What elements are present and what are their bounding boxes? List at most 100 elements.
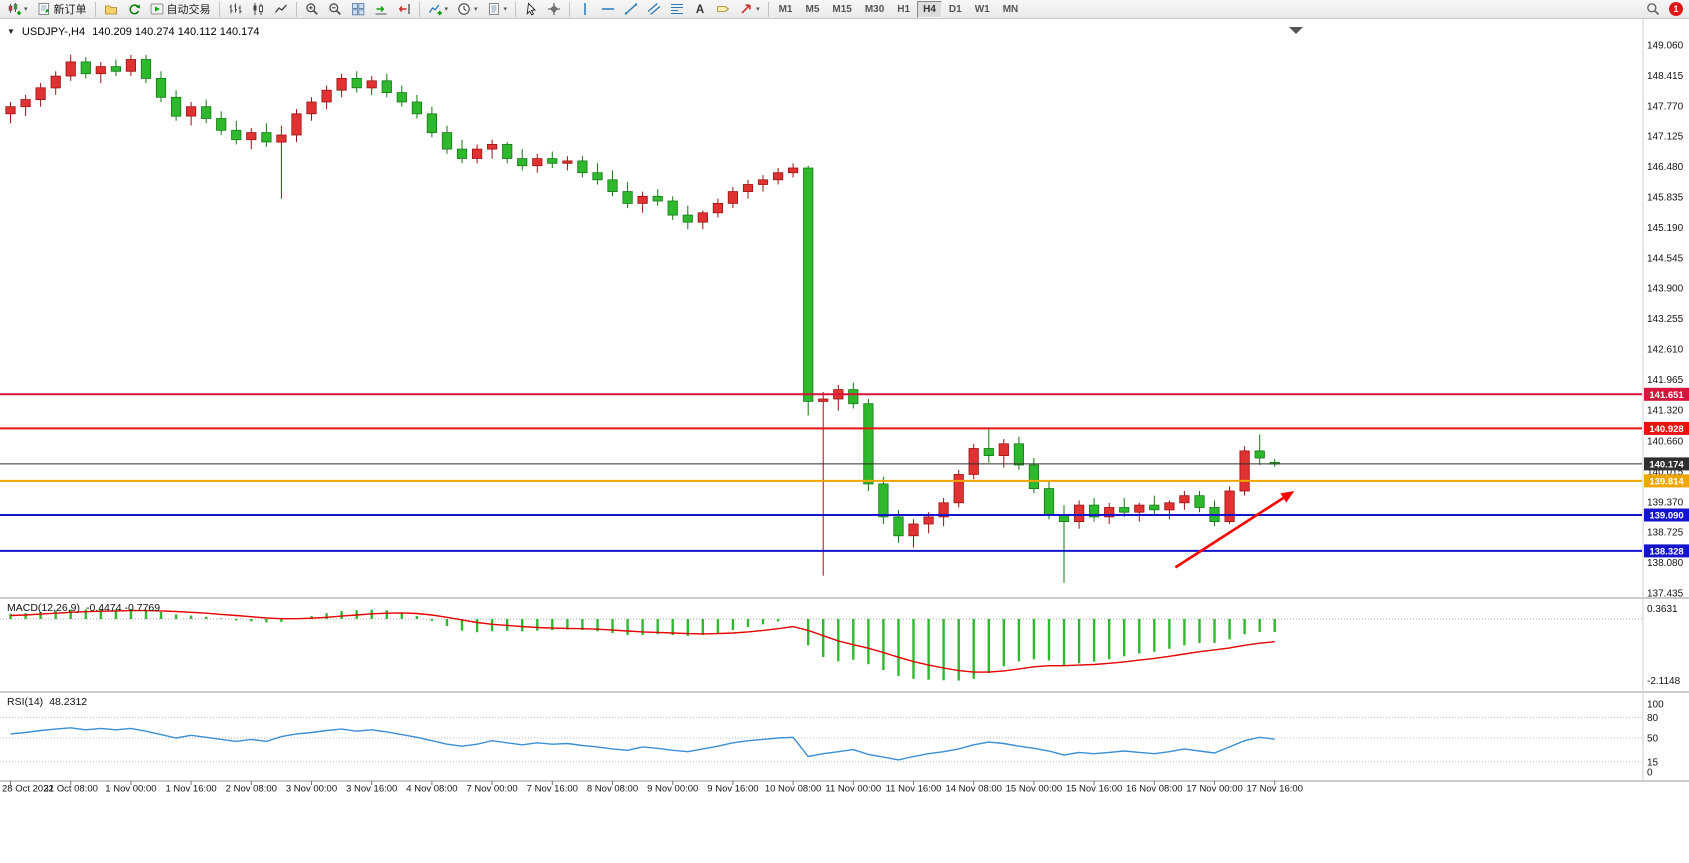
cursor-button[interactable] bbox=[520, 0, 542, 19]
channel-icon bbox=[647, 2, 661, 16]
chart-canvas[interactable]: 149.060 148.415 147.770 147.125 146.480 145.8… bbox=[0, 19, 1689, 863]
rsi-name: RSI(14) bbox=[7, 696, 44, 708]
tile-windows-button[interactable] bbox=[347, 0, 369, 19]
text-button[interactable]: A bbox=[689, 0, 711, 19]
macd-histogram bbox=[9, 609, 1276, 681]
macd-axis-tick: -2.1148 bbox=[1647, 676, 1681, 687]
timeframe-mn-button[interactable]: MN bbox=[1002, 3, 1019, 15]
time-axis-label: 16 Nov 08:00 bbox=[1126, 784, 1183, 795]
templates-button[interactable]: ▾ bbox=[483, 0, 512, 19]
price-axis-tick: 147.125 bbox=[1647, 132, 1684, 143]
toolbar-separator bbox=[94, 1, 96, 17]
line-chart-button[interactable] bbox=[270, 0, 292, 19]
macd-axis-tick: 0.3631 bbox=[1647, 604, 1678, 615]
dropdown-caret-icon[interactable]: ▾ bbox=[444, 6, 449, 13]
zoom-out-button[interactable] bbox=[324, 0, 346, 19]
timeframe-m1-button[interactable]: M1 bbox=[778, 3, 793, 15]
symbol-ohlc: 140.209 140.274 140.112 140.174 bbox=[92, 26, 260, 38]
price-axis-tick: 149.060 bbox=[1647, 40, 1684, 51]
svg-text:140.928: 140.928 bbox=[1649, 424, 1683, 435]
price-axis-tick: 140.015 bbox=[1647, 467, 1684, 478]
price-tag-141.651: 141.651 bbox=[1644, 387, 1689, 401]
time-axis-label: 17 Nov 16:00 bbox=[1246, 784, 1303, 795]
dropdown-caret-icon[interactable]: ▾ bbox=[756, 6, 760, 13]
dropdown-caret-icon[interactable]: ▾ bbox=[503, 6, 508, 13]
text-icon: A bbox=[693, 2, 707, 16]
trend-arrow[interactable] bbox=[1174, 491, 1295, 569]
candles-layer[interactable] bbox=[5, 54, 1280, 583]
dropdown-caret-icon[interactable]: ▾ bbox=[24, 6, 28, 13]
chart-shift-marker[interactable] bbox=[1289, 27, 1303, 34]
price-tag-138.328: 138.328 bbox=[1644, 544, 1689, 558]
template-icon bbox=[487, 2, 501, 16]
time-axis-label: 9 Nov 16:00 bbox=[707, 784, 758, 795]
timeframe-w1-button[interactable]: W1 bbox=[974, 3, 990, 15]
zoom-in-button[interactable] bbox=[301, 0, 323, 19]
vertical-line-button[interactable] bbox=[574, 0, 596, 19]
rsi-indicator-label: RSI(14) 48.2312 bbox=[7, 696, 87, 708]
timeframe-d1-button[interactable]: D1 bbox=[948, 3, 962, 15]
rsi-line bbox=[10, 727, 1275, 761]
candlestick-chart-button[interactable] bbox=[247, 0, 269, 19]
chart-symbol-header: ▼ USDJPY-,H4 140.209 140.274 140.112 140… bbox=[7, 26, 260, 38]
horizontal-line-button[interactable] bbox=[597, 0, 619, 19]
indicators-button[interactable]: ▾ bbox=[424, 0, 453, 19]
toolbar-separator bbox=[569, 1, 571, 17]
bar-chart-button[interactable] bbox=[224, 0, 246, 19]
periods-button[interactable]: ▾ bbox=[453, 0, 482, 19]
time-axis-label: 11 Nov 00:00 bbox=[825, 784, 881, 795]
svg-text:139.814: 139.814 bbox=[1649, 476, 1684, 487]
candles-icon bbox=[251, 2, 265, 16]
arrows-button[interactable]: ▾ bbox=[735, 0, 764, 19]
chart-area[interactable]: 149.060 148.415 147.770 147.125 146.480 145.8… bbox=[0, 19, 1689, 863]
price-tag-139.814: 139.814 bbox=[1644, 474, 1689, 488]
notification-badge[interactable]: 1 bbox=[1669, 2, 1683, 16]
trendline-button[interactable] bbox=[620, 0, 642, 19]
rsi-axis-tick: 80 bbox=[1647, 713, 1659, 724]
price-axis-tick: 143.900 bbox=[1647, 284, 1684, 295]
toolbar: ▾ 新订单 自动交易 ▾ ▾ ▾ A ▾ M1 M5 M15 M30 H1 H4 D1 W1 MN 1 bbox=[0, 0, 1689, 19]
timeframe-h4-button[interactable]: H4 bbox=[917, 0, 942, 18]
cursor-icon bbox=[524, 2, 538, 16]
clock-icon bbox=[457, 2, 471, 16]
refresh-button[interactable] bbox=[123, 0, 145, 19]
refresh-icon bbox=[127, 2, 141, 16]
svg-text:140.174: 140.174 bbox=[1649, 459, 1684, 470]
chart-shift-button[interactable] bbox=[393, 0, 415, 19]
timeframe-m5-button[interactable]: M5 bbox=[805, 3, 820, 15]
price-axis-tick: 147.770 bbox=[1647, 101, 1684, 112]
price-axis-tick: 145.190 bbox=[1647, 223, 1684, 234]
crosshair-icon bbox=[547, 2, 561, 16]
text-label-button[interactable] bbox=[712, 0, 734, 19]
autotrading-label: 自动交易 bbox=[166, 4, 211, 16]
new-order-button[interactable]: 新订单 bbox=[33, 0, 91, 19]
one-click-collapse-icon[interactable]: ▼ bbox=[7, 27, 15, 36]
svg-text:139.090: 139.090 bbox=[1649, 511, 1683, 522]
price-tag-140.928: 140.928 bbox=[1644, 421, 1689, 435]
fibonacci-button[interactable] bbox=[666, 0, 688, 19]
new-chart-button[interactable]: ▾ bbox=[3, 0, 32, 19]
autotrading-icon bbox=[150, 2, 164, 16]
autotrading-button[interactable]: 自动交易 bbox=[146, 0, 215, 19]
time-axis-label: 2 Nov 08:00 bbox=[226, 784, 277, 795]
auto-scroll-button[interactable] bbox=[370, 0, 392, 19]
rsi-axis-tick: 50 bbox=[1647, 734, 1659, 745]
vertical-line-icon bbox=[578, 2, 592, 16]
order-icon bbox=[37, 2, 51, 16]
timeframe-m15-button[interactable]: M15 bbox=[832, 3, 852, 15]
symbol-name: USDJPY-,H4 bbox=[21, 26, 86, 38]
toolbar-separator bbox=[295, 1, 297, 17]
dropdown-caret-icon[interactable]: ▾ bbox=[474, 6, 478, 13]
search-button[interactable] bbox=[1642, 0, 1664, 19]
crosshair-button[interactable] bbox=[543, 0, 565, 19]
toolbar-separator bbox=[218, 1, 220, 17]
timeframe-m30-button[interactable]: M30 bbox=[864, 3, 885, 15]
fibonacci-icon bbox=[670, 2, 684, 16]
price-axis-tick: 143.255 bbox=[1647, 314, 1684, 325]
time-axis-label: 7 Nov 16:00 bbox=[527, 784, 578, 795]
equidistant-channel-button[interactable] bbox=[643, 0, 665, 19]
rsi-value: 48.2312 bbox=[49, 696, 88, 708]
timeframe-h1-button[interactable]: H1 bbox=[897, 3, 911, 15]
time-axis-label: 31 Oct 08:00 bbox=[43, 784, 97, 795]
profile-button[interactable] bbox=[100, 0, 122, 19]
